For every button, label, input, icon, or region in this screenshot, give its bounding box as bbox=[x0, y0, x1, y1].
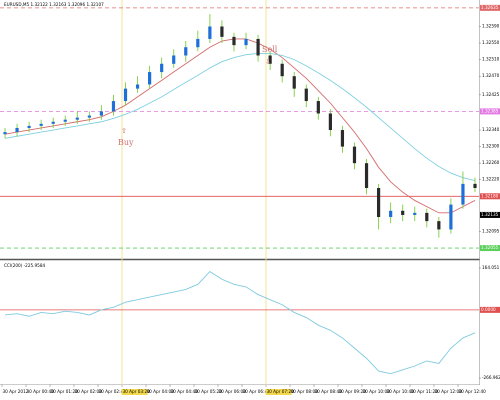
candle-body bbox=[196, 38, 200, 48]
candle-body bbox=[111, 101, 116, 112]
candle-body bbox=[316, 101, 320, 114]
candle-body bbox=[148, 72, 152, 85]
x-tick-label: 30 Apr 10:00 bbox=[363, 389, 391, 394]
annotation-arrow: ⇧ bbox=[121, 127, 127, 135]
price-level-label: 1.32055 bbox=[481, 245, 499, 250]
candle-body bbox=[280, 63, 284, 77]
annotation: Sell bbox=[262, 45, 278, 54]
indicator-title: CCI(200) -225.9584 bbox=[4, 263, 46, 268]
candle-body bbox=[172, 55, 176, 64]
candle-body bbox=[437, 221, 441, 230]
x-tick-label: 30 Apr 05:20 bbox=[195, 389, 223, 394]
candle-body bbox=[135, 84, 140, 89]
y-tick-label: 1.32095 bbox=[482, 228, 500, 233]
x-tick-label: 30 Apr 2012 bbox=[3, 389, 29, 394]
candle-body bbox=[413, 212, 417, 215]
y-tick-label: 1.32425 bbox=[482, 92, 500, 97]
candle-body bbox=[99, 111, 104, 116]
x-tick-label: 30 Apr 00:40 bbox=[27, 389, 55, 394]
candle-body bbox=[292, 76, 296, 89]
y-tick-label: 1.32340 bbox=[482, 127, 500, 132]
time-marker-label-bg bbox=[265, 389, 292, 395]
indicator-y-tick-label: -266.962 bbox=[482, 375, 500, 380]
annotation: Buy bbox=[118, 138, 134, 147]
x-tick-label: 30 Apr 06:00 bbox=[219, 389, 247, 394]
candle-body bbox=[220, 26, 224, 37]
candle-body bbox=[63, 119, 67, 122]
candle-body bbox=[208, 26, 212, 39]
y-tick-label: 1.32590 bbox=[482, 24, 500, 29]
time-marker-label-bg bbox=[121, 389, 148, 395]
time-marker-label: 30 Apr 03:20 bbox=[123, 389, 151, 394]
candle-body bbox=[27, 125, 31, 128]
candle-body bbox=[87, 115, 91, 118]
candle-body bbox=[75, 117, 79, 120]
price-level-tag bbox=[480, 108, 500, 115]
candle-body bbox=[473, 183, 477, 189]
candle-body bbox=[401, 210, 405, 215]
y-tick-label: 1.32260 bbox=[482, 160, 500, 165]
time-marker-label: 30 Apr 07:20 bbox=[267, 389, 295, 394]
x-tick-label: 30 Apr 01:20 bbox=[51, 389, 79, 394]
indicator-y-tick-label: 164.051 bbox=[482, 265, 500, 270]
indicator-level-tag bbox=[480, 306, 500, 313]
x-tick-label: 30 Apr 09:20 bbox=[339, 389, 367, 394]
price-level-tag bbox=[480, 193, 500, 200]
x-tick-label: 30 Apr 10:40 bbox=[387, 389, 415, 394]
x-tick-label: 30 Apr 02:40 bbox=[99, 389, 127, 394]
indicator-line bbox=[4, 271, 476, 375]
price-level-label: 1.32180 bbox=[481, 193, 499, 198]
candle-body bbox=[232, 36, 236, 46]
x-tick-label: 30 Apr 12:40 bbox=[459, 389, 487, 394]
candle-body bbox=[389, 210, 393, 218]
candle-body bbox=[449, 204, 453, 230]
candle-body bbox=[268, 55, 272, 64]
candle-body bbox=[51, 121, 55, 124]
annotation-arrow: ⇩ bbox=[265, 58, 271, 66]
x-tick-label: 30 Apr 04:40 bbox=[171, 389, 199, 394]
x-tick-label: 30 Apr 06:40 bbox=[243, 389, 271, 394]
x-tick-label: 30 Apr 08:00 bbox=[291, 389, 319, 394]
y-tick-label: 1.32550 bbox=[482, 40, 500, 45]
indicator-level-label: 0.0000 bbox=[481, 307, 496, 312]
candle-body bbox=[425, 212, 429, 222]
candle-body bbox=[123, 88, 128, 102]
candle-body bbox=[256, 38, 260, 56]
candle-body bbox=[15, 127, 19, 133]
y-tick-label: 1.32470 bbox=[482, 73, 500, 78]
price-level-label: 1.32385 bbox=[481, 108, 499, 113]
moving-average bbox=[4, 38, 476, 214]
price-level-label: 1.32135 bbox=[481, 212, 499, 217]
candle-body bbox=[352, 146, 357, 164]
price-level-tag bbox=[480, 4, 500, 11]
candle-body bbox=[304, 88, 308, 102]
candle-body bbox=[364, 163, 369, 189]
x-tick-label: 30 Apr 04:00 bbox=[147, 389, 175, 394]
candle-body bbox=[461, 183, 465, 205]
chart-title: EURUSD,M5 1.32122 1.32163 1.32096 1.3210… bbox=[4, 2, 104, 7]
y-tick-label: 1.32220 bbox=[482, 177, 500, 182]
candle-body bbox=[328, 113, 332, 131]
candle-body bbox=[184, 47, 188, 56]
candle-body bbox=[160, 63, 164, 73]
candle-body bbox=[3, 132, 7, 135]
moving-average bbox=[4, 52, 476, 181]
candle-body bbox=[376, 188, 381, 218]
price-level-label: 1.32635 bbox=[481, 5, 499, 10]
candle-body bbox=[39, 123, 43, 126]
x-tick-label: 30 Apr 08:40 bbox=[315, 389, 343, 394]
price-level-tag bbox=[480, 211, 500, 218]
candle-body bbox=[340, 130, 345, 147]
x-tick-label: 30 Apr 11:20 bbox=[411, 389, 439, 394]
price-level-tag bbox=[480, 245, 500, 252]
x-tick-label: 30 Apr 02:00 bbox=[75, 389, 103, 394]
candle-body bbox=[244, 38, 248, 46]
y-tick-label: 1.32510 bbox=[482, 57, 500, 62]
x-tick-label: 30 Apr 12:00 bbox=[435, 389, 463, 394]
y-tick-label: 1.32300 bbox=[482, 144, 500, 149]
